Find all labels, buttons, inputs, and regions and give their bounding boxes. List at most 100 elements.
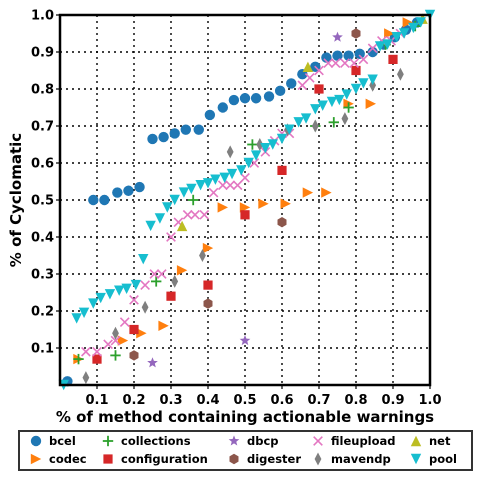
pool-point [78,307,90,319]
bcel-point [274,85,286,97]
legend-label-configuration: configuration [121,452,208,466]
pool-point [202,178,214,189]
bcel-point [193,124,204,135]
fileupload-point [166,232,176,242]
pool-point [293,117,304,128]
bcel-point [217,102,228,113]
fileupload-point [240,172,250,183]
fileupload-point-stroke [225,180,236,191]
collections-point [343,102,354,113]
y-axis-title: % of Cyclomatic [7,133,25,267]
fileupload-point-stroke [149,269,160,279]
bcel-point [147,133,158,145]
legend-marker-fileupload [313,436,323,446]
mavendp-point [199,249,206,262]
fileupload-point-stroke [323,58,334,68]
x-tick-label: 0.1 [85,393,108,408]
fileupload-point [140,280,150,290]
fileupload-point [314,65,324,76]
legend-label-fileupload: fileupload [331,434,396,448]
codec-point [217,202,228,213]
x-axis-title: % of method containing actionable warnin… [56,408,434,426]
fileupload-point-stroke [199,209,210,220]
bcel-point [343,50,354,61]
bcel-point [204,109,216,121]
series-configuration [92,54,398,364]
bcel-point [180,124,191,135]
pool-point [236,165,247,176]
x-tick-label: 0.7 [307,393,330,408]
pool-point [219,172,230,183]
dbcp-point [239,335,251,346]
fileupload-point-stroke [110,335,121,346]
pool-point [284,124,295,135]
mavendp-point [311,119,319,133]
fileupload-point-stroke [349,58,360,68]
fileupload-point [149,269,160,279]
x-tick-label: 0.2 [122,393,145,408]
digester-point [203,298,213,309]
fileupload-point-stroke [297,80,308,91]
pool-point [178,187,190,198]
pool-point [310,104,321,115]
legend-label-pool: pool [429,452,457,466]
fileupload-point-stroke [190,209,200,220]
net-point [302,61,314,72]
pool-point [104,289,116,300]
pool-point [276,133,288,145]
pool-point [210,174,221,185]
digester-point [277,217,287,228]
pool-point [300,113,312,124]
pool-point [162,202,173,213]
legend: bcel codec collections configuration dbcp dig… [18,430,473,471]
series-mavendp [82,67,404,385]
pool-point [226,168,238,180]
fileupload-point-stroke [119,317,130,327]
x-tick-label: 1.0 [418,393,441,408]
codec-point [402,17,413,28]
axis-ticks: 0.1 0.2 0.3 0.4 0.5 0.6 0.7 0.8 0.9 1.0 0.1 0.2 0.3 0… [31,9,442,409]
fileupload-point [232,180,243,191]
bcel-point [169,128,180,139]
mavendp-point [369,78,377,92]
fileupload-point [297,80,308,91]
fileupload-point [367,43,378,54]
pool-point [114,285,125,296]
legend-marker-digester [229,453,239,465]
codec-point [176,265,188,276]
fileupload-point [330,58,341,68]
fileupload-point [349,58,360,68]
fileupload-point-stroke [156,269,167,279]
mavendp-point [226,145,234,159]
fileupload-point [304,73,315,83]
x-tick-label: 0.8 [344,393,367,408]
fileupload-point [129,295,139,305]
codec-point [239,202,251,213]
configuration-point [314,84,324,94]
codec-point [202,242,214,254]
fileupload-point-stroke [249,158,260,168]
pool-point [317,100,328,111]
codec-point [158,320,169,331]
fileupload-point-stroke [182,209,193,220]
pool-point [374,41,386,52]
x-tick-label: 0.5 [233,393,256,408]
x-tick-label: 0.6 [270,393,293,408]
pool-point [334,94,345,106]
fileupload-point-stroke [173,217,184,228]
fileupload-point [92,346,102,357]
pool-point [367,74,378,85]
legend-label-net: net [429,434,451,448]
configuration-point [277,165,287,175]
pool-point [154,213,166,224]
series-pool [58,9,436,391]
bcel-point [250,93,262,104]
fileupload-point-stroke [129,295,139,305]
bcel-point [286,78,297,89]
bcel-point [354,48,365,60]
bcel-point [99,194,110,206]
codec-point [384,28,395,39]
configuration-point [351,65,361,76]
collections-point [247,139,258,150]
